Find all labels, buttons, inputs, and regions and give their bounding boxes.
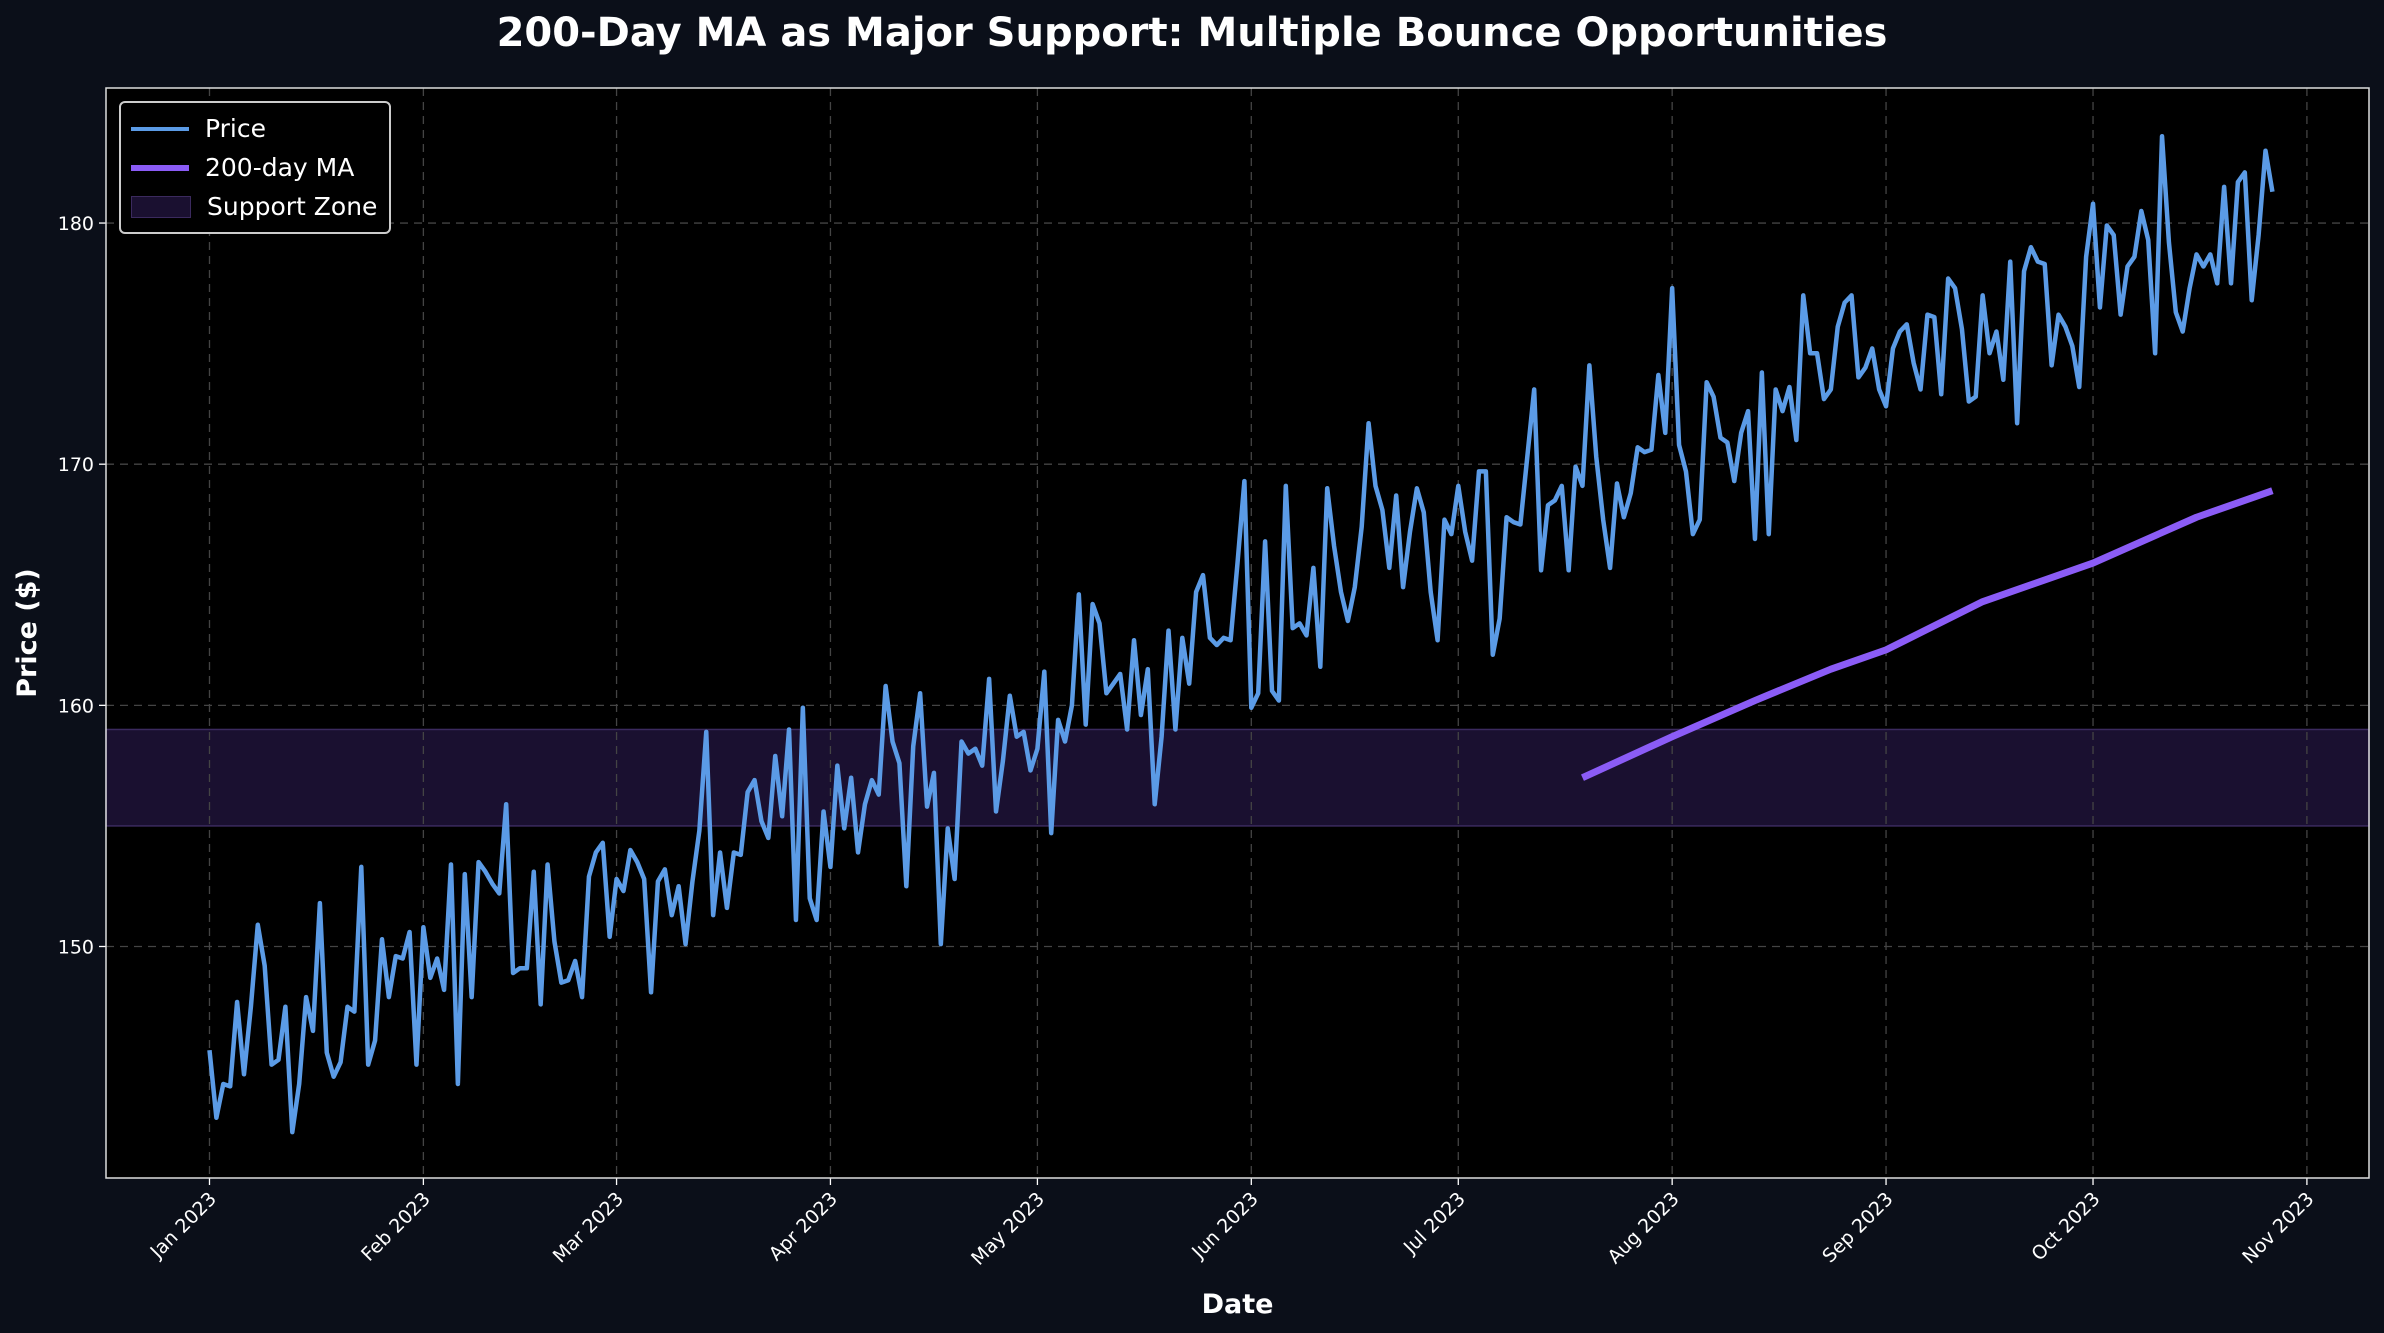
y-tick-label: 170 <box>58 454 94 476</box>
legend-label-price: Price <box>205 114 266 143</box>
legend-item-price: Price <box>131 109 377 148</box>
legend-item-support: Support Zone <box>131 187 377 226</box>
legend-label-ma: 200-day MA <box>205 153 355 182</box>
chart-title: 200-Day MA as Major Support: Multiple Bo… <box>496 10 1888 56</box>
y-tick-label: 160 <box>58 695 94 717</box>
y-tick-label: 150 <box>58 936 94 958</box>
x-tick-label: Feb 2023 <box>357 1188 435 1266</box>
legend-item-ma: 200-day MA <box>131 148 377 187</box>
x-tick-label: Jan 2023 <box>146 1188 221 1263</box>
x-tick-label: Oct 2023 <box>2027 1188 2104 1265</box>
x-tick-label: Jun 2023 <box>1187 1188 1263 1264</box>
support-zone-band <box>105 728 2370 827</box>
plot-area <box>106 88 2369 1178</box>
legend-label-support: Support Zone <box>207 192 378 221</box>
x-axis-label: Date <box>1202 1289 1274 1320</box>
legend-swatch-price <box>131 126 189 131</box>
x-tick-label: May 2023 <box>967 1188 1049 1270</box>
price-line <box>207 133 2275 1135</box>
x-tick-label: Mar 2023 <box>549 1188 628 1267</box>
legend-swatch-ma <box>131 164 189 171</box>
legend: Price 200-day MA Support Zone <box>119 101 392 234</box>
y-tick-label: 180 <box>58 213 94 235</box>
plot-frame <box>105 87 2370 1179</box>
legend-swatch-support <box>131 195 191 218</box>
x-tick-label: Aug 2023 <box>1603 1188 1683 1268</box>
y-axis-label: Price ($) <box>12 568 43 698</box>
x-tick-label: Sep 2023 <box>1818 1188 1897 1267</box>
x-tick-label: Apr 2023 <box>765 1188 842 1265</box>
ma-200-line <box>1581 487 2274 781</box>
x-tick-label: Jul 2023 <box>1399 1188 1470 1259</box>
x-tick-label: Nov 2023 <box>2238 1188 2318 1268</box>
